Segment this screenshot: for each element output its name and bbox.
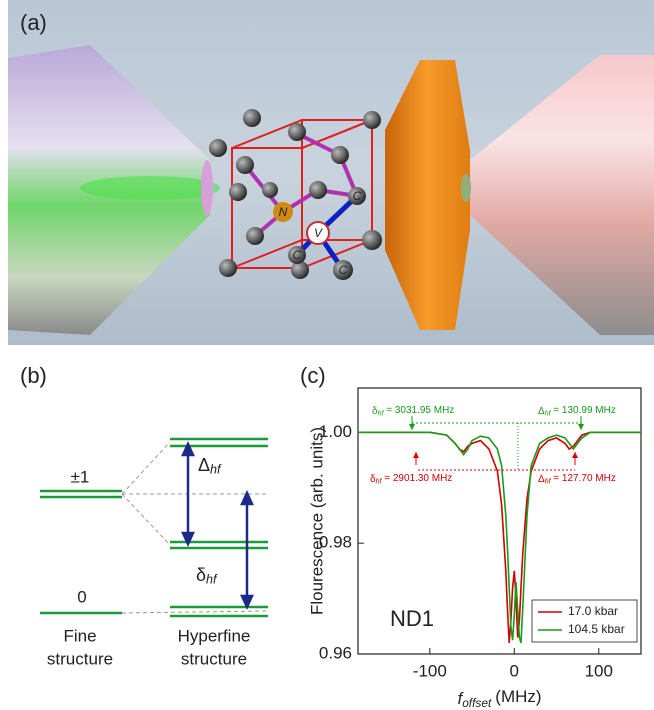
arrow-head — [413, 452, 419, 458]
column-label: Fine — [63, 626, 96, 645]
symbol: Δ — [198, 455, 210, 475]
arrow-head — [572, 452, 578, 458]
text: = 130.99 MHz — [551, 405, 616, 416]
arrow-head — [409, 424, 415, 430]
panel-label: (b) — [20, 363, 47, 388]
sample-label: ND1 — [390, 606, 434, 631]
level-label: 0 — [77, 587, 86, 606]
text: = 127.70 MHz — [551, 473, 616, 484]
symbol: δ — [196, 565, 206, 585]
text: = 2901.30 MHz — [381, 473, 452, 484]
atom-label: C — [339, 263, 348, 277]
level-label: ±1 — [71, 467, 90, 486]
column-label: structure — [181, 649, 247, 668]
x-axis-label: foffset(MHz) — [457, 688, 541, 710]
label: δhf — [196, 565, 218, 587]
text: = 3031.95 MHz — [383, 405, 454, 416]
label: δhf = 2901.30 MHz — [370, 473, 452, 486]
arrow-head — [578, 424, 584, 430]
culet — [461, 174, 471, 202]
x-tick-label: 100 — [585, 661, 613, 680]
energy-levels — [40, 439, 268, 616]
subscript: hf — [210, 463, 222, 477]
label: Δhf = 130.99 MHz — [538, 405, 616, 418]
atom-label: C — [293, 248, 302, 262]
atom-label: N — [279, 205, 288, 219]
atom-label: V — [314, 226, 323, 240]
label: δhf = 3031.95 MHz — [372, 405, 454, 418]
label: Δhf — [198, 455, 222, 477]
panel-b: (b) ±1 0 Fine structure Hyperfine struct… — [20, 363, 268, 669]
x-tick-label: -100 — [413, 661, 447, 680]
y-axis-label: Flourescence (arb. units) — [307, 427, 326, 615]
x-label-sub: offset — [462, 696, 492, 710]
y-tick-label: 0.96 — [319, 643, 352, 662]
subscript: hf — [206, 573, 218, 587]
legend-label: 104.5 kbar — [568, 622, 625, 636]
column-label: structure — [47, 649, 113, 668]
figure: N V C C C (a) (b) ±1 0 Fine structure Hy… — [0, 0, 654, 710]
x-tick-label: 0 — [510, 661, 519, 680]
green-glow — [80, 176, 220, 200]
panel-a-illustration: N V C C C (a) — [8, 0, 654, 345]
x-label-unit: (MHz) — [495, 688, 541, 707]
label: Δhf = 127.70 MHz — [538, 473, 616, 486]
panel-label: (c) — [300, 363, 326, 388]
atom-label: C — [353, 189, 362, 203]
panel-label: (a) — [20, 10, 47, 35]
legend-label: 17.0 kbar — [568, 604, 618, 618]
culet — [201, 160, 213, 216]
column-label: Hyperfine — [178, 626, 251, 645]
